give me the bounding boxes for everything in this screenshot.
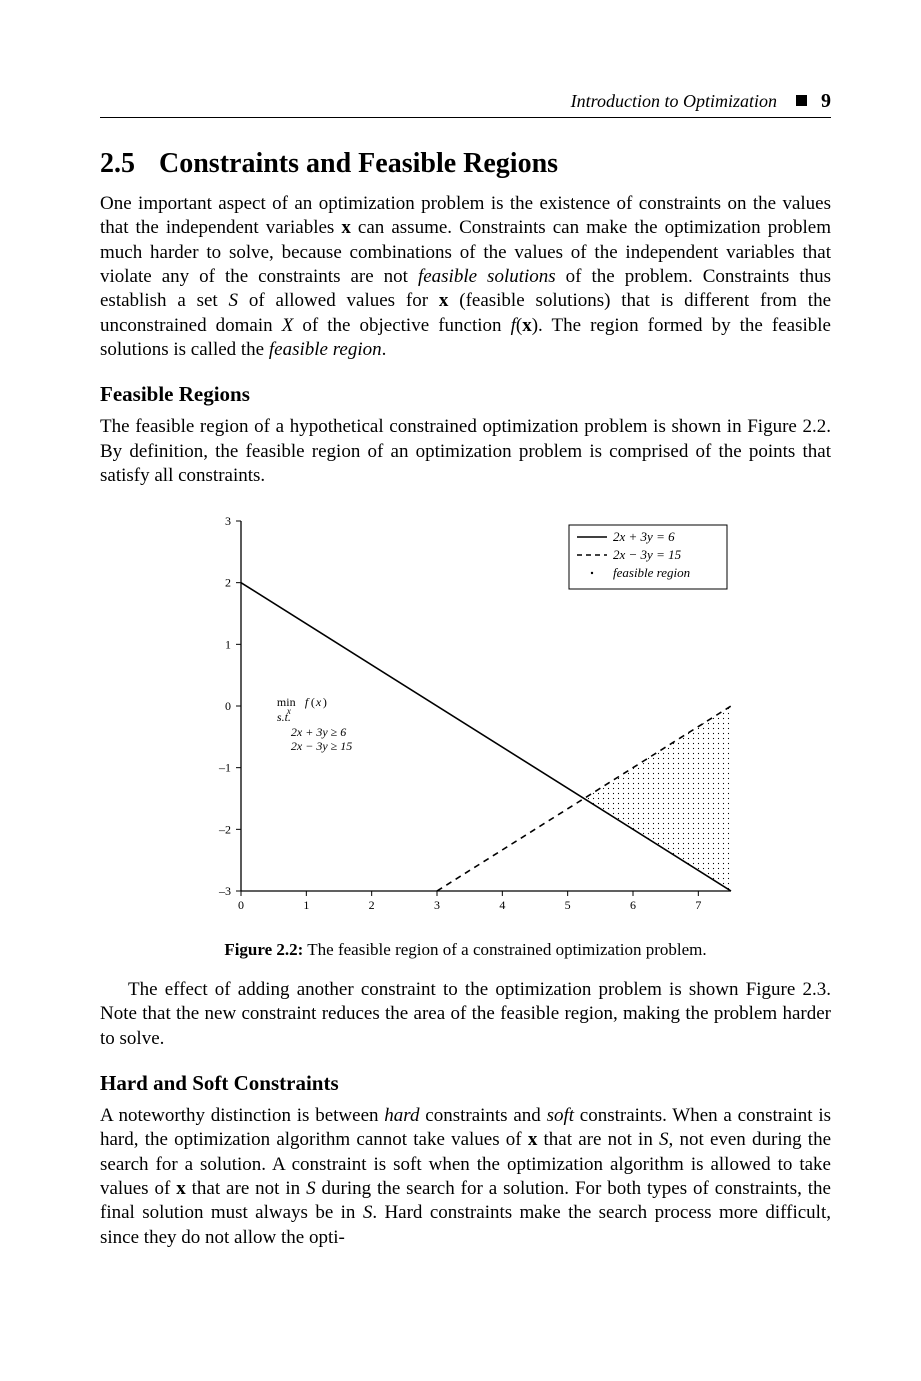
svg-text:feasible region: feasible region bbox=[613, 565, 690, 580]
set-S: S bbox=[229, 290, 239, 311]
var-x: x bbox=[528, 1129, 538, 1150]
caption-text: The feasible region of a constrained opt… bbox=[303, 940, 706, 959]
svg-text:(: ( bbox=[310, 695, 314, 709]
svg-text:3: 3 bbox=[225, 514, 231, 528]
svg-text:2: 2 bbox=[225, 576, 231, 590]
figure-caption: Figure 2.2: The feasible region of a con… bbox=[100, 940, 831, 960]
figure-2-2: 0 1 2 3 4 5 6 7 –3 –2 –1 0 1 2 3 2x + 3y = 6 2x − 3y = 1… bbox=[100, 506, 831, 960]
svg-text:1: 1 bbox=[303, 898, 309, 912]
section-heading: 2.5 Constraints and Feasible Regions bbox=[100, 148, 831, 180]
bullet-square-icon bbox=[796, 95, 807, 106]
svg-text:0: 0 bbox=[225, 699, 231, 713]
svg-text:3: 3 bbox=[434, 898, 440, 912]
page-number: 9 bbox=[821, 90, 831, 112]
svg-text:–3: –3 bbox=[218, 884, 231, 898]
svg-text:2x + 3y ≥ 6: 2x + 3y ≥ 6 bbox=[290, 725, 345, 739]
var-x: x bbox=[522, 315, 532, 336]
svg-text:s.t.: s.t. bbox=[276, 710, 290, 724]
svg-text:2x − 3y = 15: 2x − 3y = 15 bbox=[613, 547, 682, 562]
svg-text:1: 1 bbox=[225, 637, 231, 651]
running-head: Introduction to Optimization 9 bbox=[100, 90, 831, 118]
svg-text:–2: –2 bbox=[218, 822, 231, 836]
svg-text:7: 7 bbox=[695, 898, 701, 912]
term-feasible-solutions: feasible solutions bbox=[418, 266, 556, 287]
running-title: Introduction to Optimization bbox=[571, 91, 777, 111]
svg-text:f: f bbox=[304, 695, 309, 709]
svg-text:2x − 3y ≥ 15: 2x − 3y ≥ 15 bbox=[290, 739, 351, 753]
svg-text:6: 6 bbox=[630, 898, 636, 912]
var-x: x bbox=[341, 217, 351, 238]
var-x: x bbox=[176, 1178, 186, 1199]
paragraph-intro: One important aspect of an optimization … bbox=[100, 192, 831, 362]
var-x: x bbox=[439, 290, 449, 311]
caption-label: Figure 2.2: bbox=[224, 940, 303, 959]
set-S: S bbox=[363, 1202, 373, 1223]
svg-text:0: 0 bbox=[238, 898, 244, 912]
svg-text:x: x bbox=[314, 695, 321, 709]
set-S: S bbox=[306, 1178, 316, 1199]
set-S: S bbox=[659, 1129, 669, 1150]
svg-text:5: 5 bbox=[564, 898, 570, 912]
feasible-region-chart: 0 1 2 3 4 5 6 7 –3 –2 –1 0 1 2 3 2x + 3y = 6 2x − 3y = 1… bbox=[186, 506, 746, 926]
subsection-feasible-regions: Feasible Regions bbox=[100, 382, 831, 407]
svg-text:2x + 3y = 6: 2x + 3y = 6 bbox=[613, 529, 675, 544]
svg-text:4: 4 bbox=[499, 898, 505, 912]
term-hard: hard bbox=[384, 1105, 419, 1126]
subsection-hard-soft: Hard and Soft Constraints bbox=[100, 1071, 831, 1096]
svg-text:): ) bbox=[322, 695, 326, 709]
paragraph-adding-constraint: The effect of adding another constraint … bbox=[100, 978, 831, 1051]
term-soft: soft bbox=[547, 1105, 574, 1126]
page: Introduction to Optimization 9 2.5 Constr… bbox=[0, 0, 921, 1381]
svg-text:–1: –1 bbox=[218, 761, 231, 775]
paragraph-hard-soft: A noteworthy distinction is between hard… bbox=[100, 1104, 831, 1250]
set-X: X bbox=[282, 315, 294, 336]
svg-text:2: 2 bbox=[368, 898, 374, 912]
term-feasible-region: feasible region bbox=[269, 339, 382, 360]
paragraph-feasible-regions: The feasible region of a hypothetical co… bbox=[100, 415, 831, 488]
section-title: Constraints and Feasible Regions bbox=[159, 148, 558, 179]
section-number: 2.5 bbox=[100, 148, 135, 180]
